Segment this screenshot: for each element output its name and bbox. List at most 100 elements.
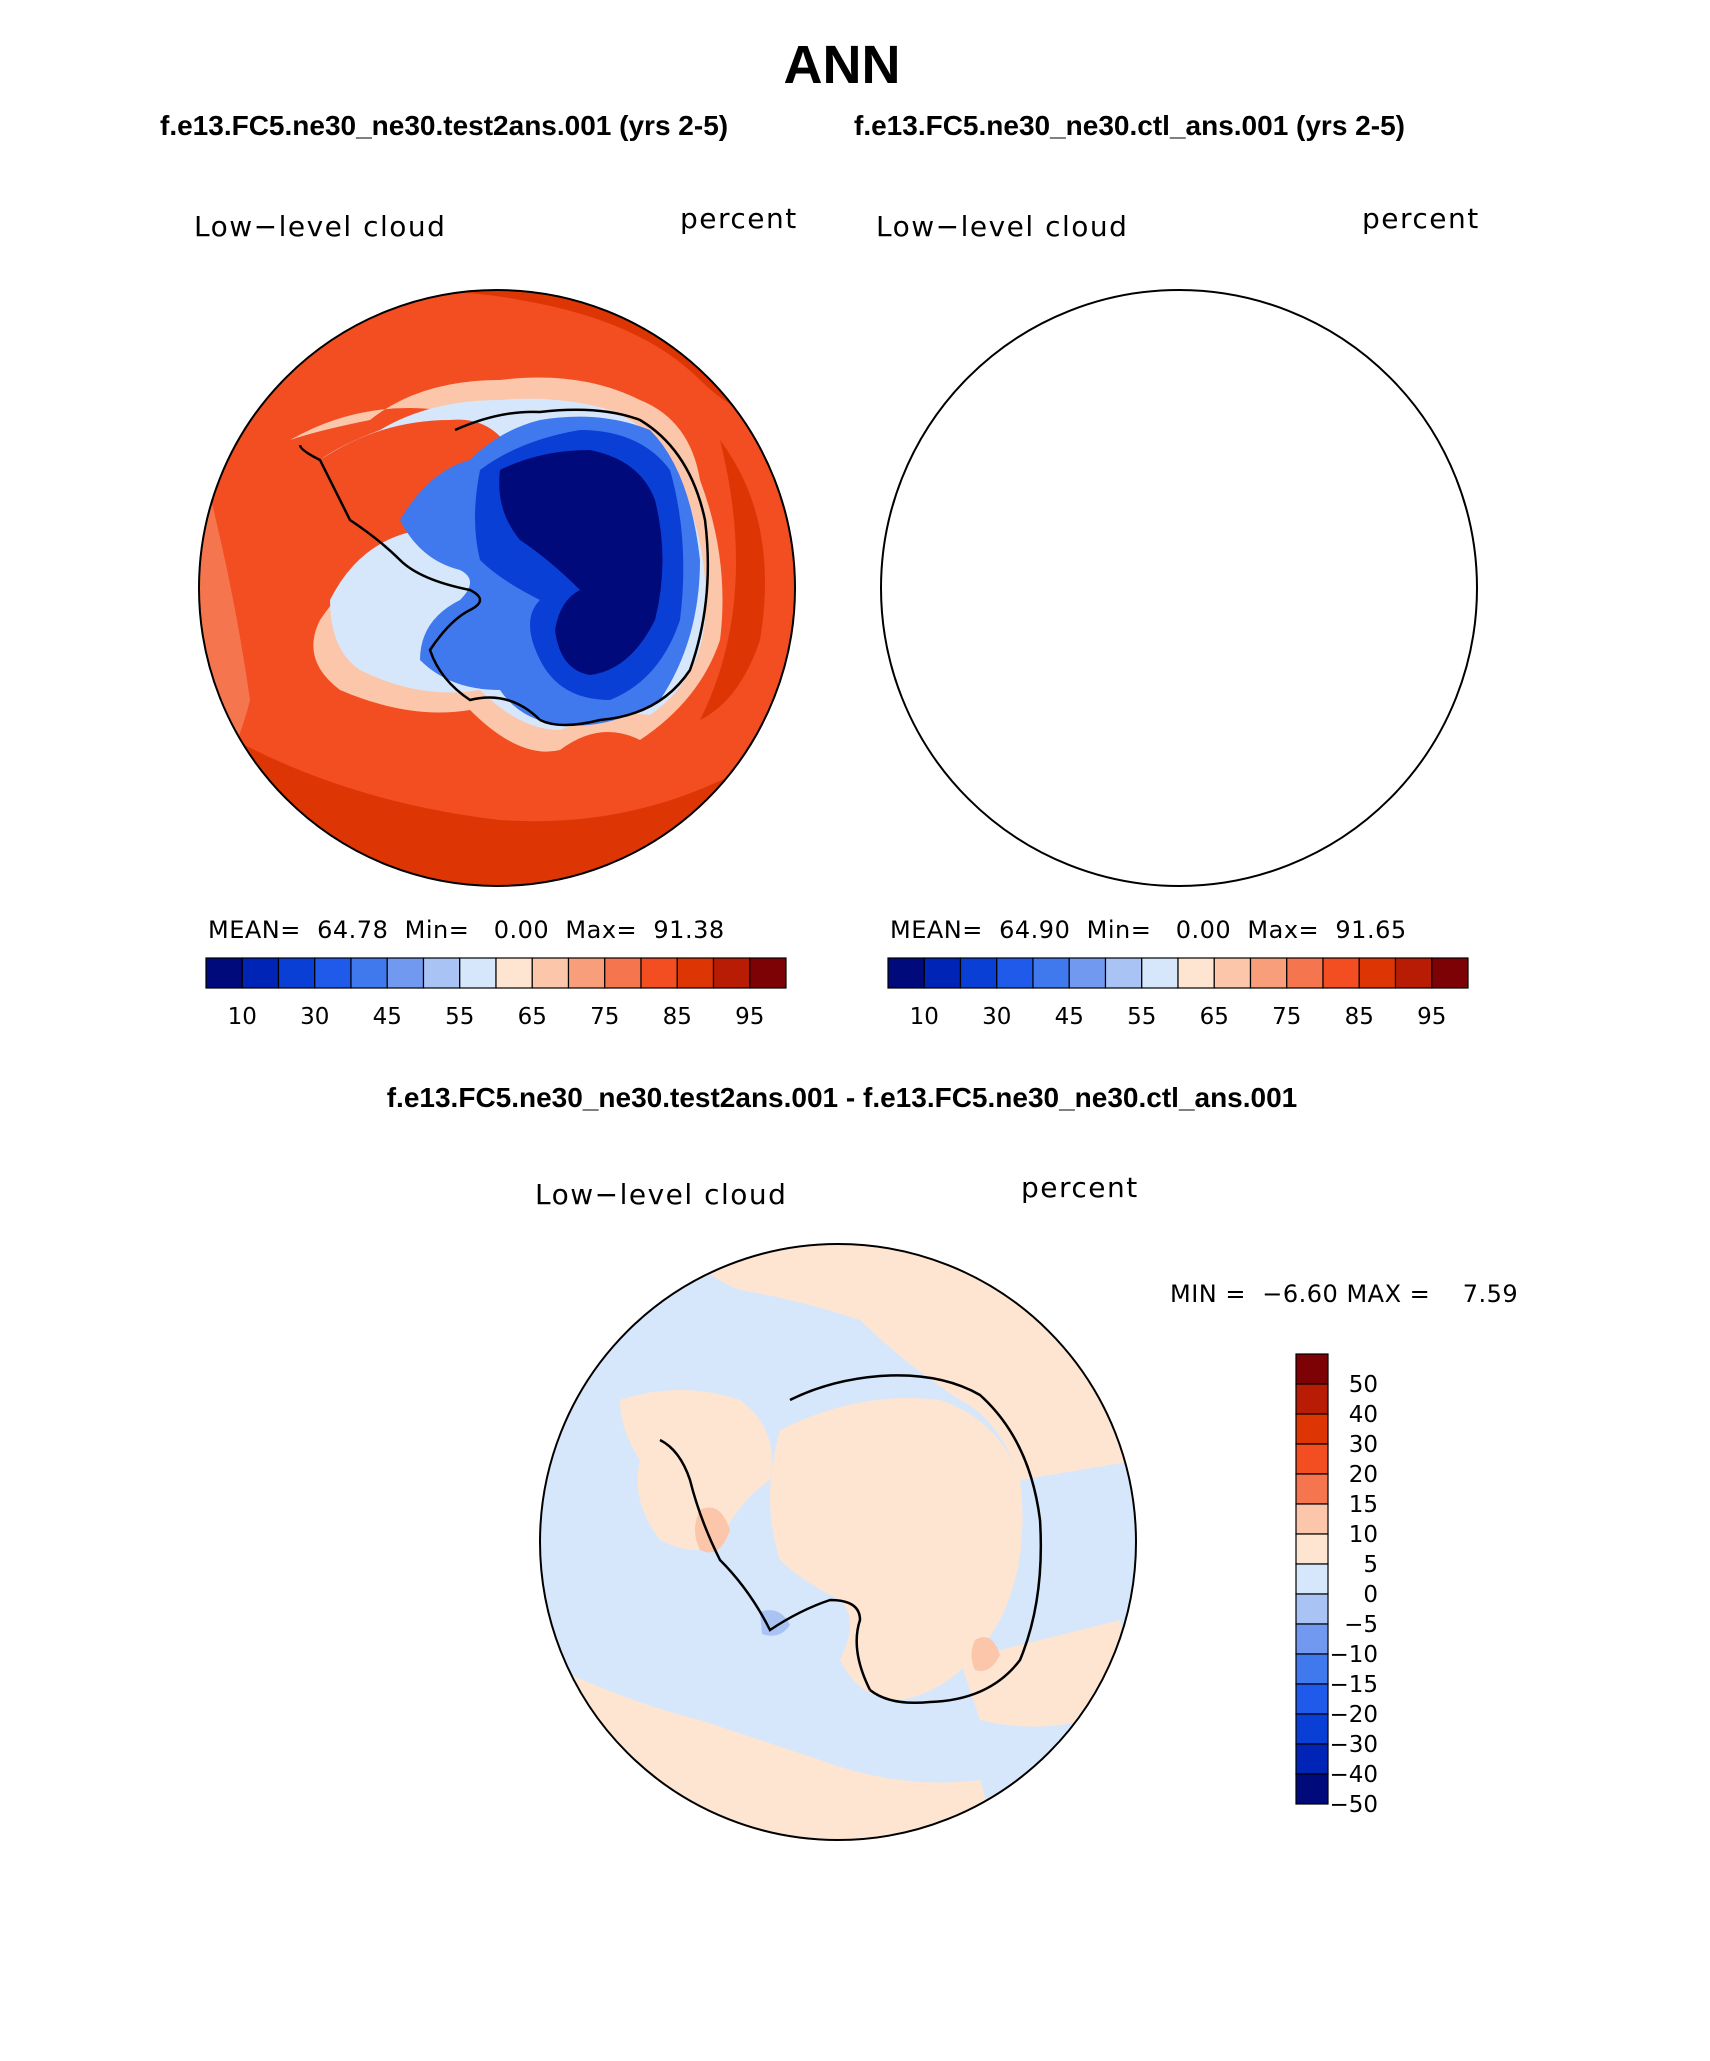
colorbar-tick-label: 65 (1200, 1004, 1229, 1030)
colorbar-tick-label: 65 (518, 1004, 547, 1030)
colorbar-box (1295, 1593, 1329, 1625)
colorbar-tick-label: 5 (1363, 1552, 1378, 1578)
colorbar-tick-label: 0 (1363, 1582, 1378, 1608)
colorbar-tick-label: 85 (663, 1004, 692, 1030)
colorbar-tick-label: −10 (1329, 1642, 1378, 1668)
colorbar-box (640, 957, 678, 989)
colorbar-box (277, 957, 316, 989)
colorbar-box (1295, 1443, 1329, 1475)
max-label: Max= (1247, 916, 1320, 944)
colorbar-tick-label: 50 (1349, 1372, 1378, 1398)
panel-control-map-border (880, 289, 1478, 887)
max-label: MAX = (1346, 1280, 1431, 1308)
strong-positive-patch-east (971, 1637, 1000, 1671)
min-value: 0.00 (493, 916, 550, 944)
test-case-title: f.e13.FC5.ne30_ne30.test2ans.001 (yrs 2-… (160, 110, 729, 141)
colorbar-box (422, 957, 461, 989)
colorbar-box (1286, 957, 1324, 989)
panel-control-stats: MEAN= 64.90 Min= 0.00 Max= 91.65 (890, 916, 1407, 944)
panel-test-map-border (198, 289, 796, 887)
panel-difference-map-border (539, 1243, 1137, 1841)
min-value: −6.60 (1262, 1280, 1339, 1308)
max-value: 91.38 (653, 916, 725, 944)
mean-value: 64.90 (999, 916, 1071, 944)
strong-negative-patch (760, 1610, 790, 1636)
colorbar-box (1295, 1713, 1329, 1745)
colorbar-tick-label: 10 (228, 1004, 257, 1030)
colorbar-box (459, 957, 497, 989)
max-value: 91.65 (1335, 916, 1407, 944)
panel-test-stats: MEAN= 64.78 Min= 0.00 Max= 91.38 (208, 916, 725, 944)
colorbar-box (923, 957, 962, 989)
colorbar-box (1295, 1563, 1329, 1595)
panel-difference-units: percent (1021, 1171, 1139, 1204)
colorbar-box (1032, 957, 1070, 989)
colorbar-box (1358, 957, 1397, 989)
min-value: 0.00 (1175, 916, 1232, 944)
colorbar-tick-label: −40 (1329, 1762, 1378, 1788)
colorbar-tick-label: 95 (735, 1004, 764, 1030)
panel-difference-stats: MIN = −6.60 MAX = 7.59 (1170, 1280, 1518, 1308)
colorbar-box (887, 957, 925, 989)
colorbar-tick-label: −20 (1329, 1702, 1378, 1728)
colorbar-tick-label: 15 (1349, 1492, 1378, 1518)
colorbar-tick-label: 45 (373, 1004, 402, 1030)
colorbar-box (1394, 957, 1433, 989)
panel-control-units: percent (1362, 202, 1480, 235)
colorbar-box (205, 957, 243, 989)
ice-interior-core (499, 450, 663, 675)
colorbar-tick-label: 55 (1127, 1004, 1156, 1030)
colorbar-tick-label: −50 (1329, 1792, 1378, 1818)
panel-control-variable-label: Low−level cloud (876, 210, 1129, 243)
colorbar-box (749, 957, 787, 989)
colorbar-tick-label: −15 (1329, 1672, 1378, 1698)
strong-positive-patch-west (695, 1507, 730, 1553)
mean-label: MEAN= (890, 916, 983, 944)
colorbar-box (1295, 1773, 1329, 1805)
colorbar-tick-label: 10 (910, 1004, 939, 1030)
min-label: Min= (404, 916, 470, 944)
panel-difference-polar-field (540, 1244, 1136, 1840)
colorbar-box (1068, 957, 1107, 989)
antarctica-coastline (298, 408, 710, 727)
colorbar-box (1141, 957, 1179, 989)
max-value: 7.59 (1462, 1280, 1519, 1308)
mean-label: MEAN= (208, 916, 301, 944)
colorbar-box (1295, 1683, 1329, 1715)
colorbar-box (1295, 1353, 1329, 1385)
colorbar-box (1431, 957, 1469, 989)
colorbar-tick-label: 30 (300, 1004, 329, 1030)
positive-anomaly-interior (770, 1398, 1023, 1700)
panel-test-variable-label: Low−level cloud (194, 210, 447, 243)
colorbar-box (676, 957, 715, 989)
colorbar-tick-label: 55 (445, 1004, 474, 1030)
colorbar-box (1295, 1533, 1329, 1565)
colorbar-tick-label: 85 (1345, 1004, 1374, 1030)
colorbar-box (1295, 1503, 1329, 1535)
panel-test-units: percent (680, 202, 798, 235)
colorbar-tick-label: 45 (1055, 1004, 1084, 1030)
max-label: Max= (565, 916, 638, 944)
colorbar-box (1295, 1383, 1329, 1415)
control-case-title: f.e13.FC5.ne30_ne30.ctl_ans.001 (yrs 2-5… (854, 110, 1405, 141)
colorbar-tick-label: 75 (1272, 1004, 1301, 1030)
colorbar-tick-label: 30 (1349, 1432, 1378, 1458)
colorbar-box (314, 957, 352, 989)
colorbar-box (241, 957, 280, 989)
panel-difference-variable-label: Low−level cloud (535, 1178, 788, 1211)
colorbar-box (1295, 1653, 1329, 1685)
colorbar-tick-label: 30 (982, 1004, 1011, 1030)
colorbar-box (1295, 1623, 1329, 1655)
colorbar-tick-label: 40 (1349, 1402, 1378, 1428)
colorbar-tick-label: −5 (1344, 1612, 1378, 1638)
page-title: ANN (783, 35, 901, 95)
antarctica-coastline (659, 1374, 1043, 1705)
colorbar-tick-label: 95 (1417, 1004, 1446, 1030)
colorbar-box (1295, 1743, 1329, 1775)
